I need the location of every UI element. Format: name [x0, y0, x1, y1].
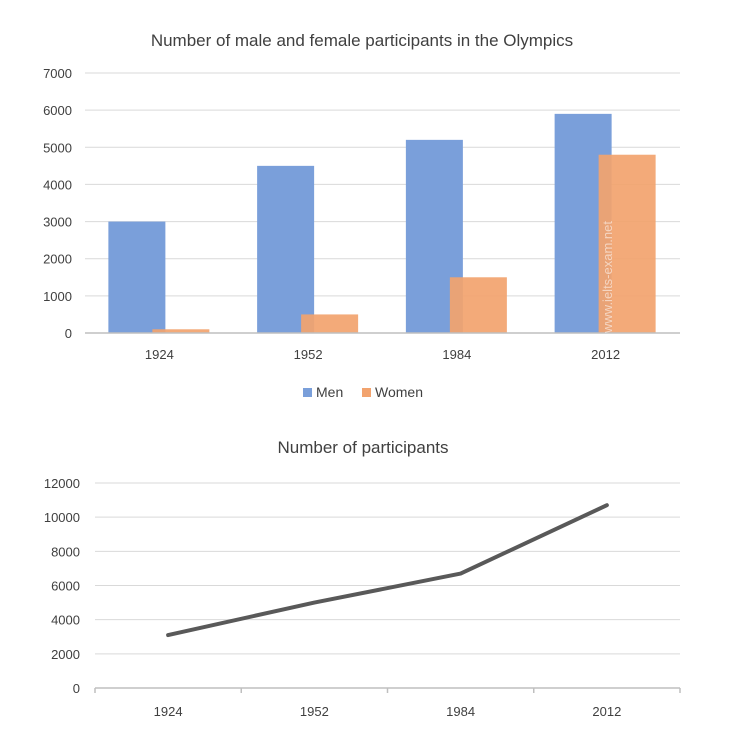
line-y-tick-label: 2000 — [51, 647, 80, 662]
bar-women-1952 — [301, 314, 359, 333]
bar-chart-x-axis: 1924 1952 1984 2012 — [85, 332, 680, 362]
line-chart-title: Number of participants — [277, 438, 448, 457]
bar-x-tick-label: 1924 — [145, 347, 174, 362]
line-y-tick-label: 8000 — [51, 544, 80, 559]
bar-x-tick-label: 2012 — [591, 347, 620, 362]
bar-chart-title: Number of male and female participants i… — [151, 31, 573, 50]
line-x-tick-label: 2012 — [592, 704, 621, 719]
line-y-tick-label: 6000 — [51, 579, 80, 594]
bar-men-1952 — [257, 165, 315, 333]
bar-women-1924 — [152, 329, 210, 333]
bar-x-tick-label: 1952 — [294, 347, 323, 362]
bar-chart: Number of male and female participants i… — [43, 31, 680, 400]
legend-label-men: Men — [316, 384, 343, 400]
bar-x-tick-label: 1984 — [442, 347, 471, 362]
bar-y-tick-label: 4000 — [43, 177, 72, 192]
line-x-tick-label: 1952 — [300, 704, 329, 719]
bar-y-tick-label: 0 — [65, 326, 72, 341]
legend-swatch-women — [362, 388, 371, 397]
line-x-tick-label: 1984 — [446, 704, 475, 719]
bar-chart-gridlines — [85, 72, 680, 297]
line-chart-x-axis: 1924 1952 1984 2012 — [94, 687, 681, 719]
line-chart-gridlines — [95, 482, 680, 655]
watermark: www.ielts-exam.net — [600, 221, 615, 334]
bar-women-1984 — [449, 277, 507, 333]
bar-men-1924 — [108, 221, 166, 333]
line-chart-series — [166, 503, 609, 638]
bar-y-tick-label: 6000 — [43, 103, 72, 118]
line-x-tick-label: 1924 — [154, 704, 183, 719]
legend-label-women: Women — [375, 384, 423, 400]
bar-y-tick-label: 3000 — [43, 215, 72, 230]
legend-swatch-men — [303, 388, 312, 397]
bar-y-tick-label: 7000 — [43, 66, 72, 81]
line-y-tick-label: 4000 — [51, 613, 80, 628]
bar-y-tick-label: 2000 — [43, 252, 72, 267]
line-y-tick-label: 10000 — [44, 510, 80, 525]
bar-women-2012 — [598, 154, 656, 333]
bar-y-tick-label: 1000 — [43, 289, 72, 304]
line-chart: Number of participants 0 2000 4000 6000 8000… — [44, 438, 681, 719]
bar-y-tick-label: 5000 — [43, 140, 72, 155]
bar-chart-bars — [108, 113, 656, 333]
bar-chart-legend: Men Women — [303, 384, 423, 400]
bar-chart-y-axis: 0 1000 2000 3000 4000 5000 6000 7000 — [43, 66, 72, 341]
participants-line — [166, 503, 609, 638]
line-y-tick-label: 12000 — [44, 476, 80, 491]
line-y-tick-label: 0 — [73, 681, 80, 696]
line-chart-y-axis: 0 2000 4000 6000 8000 10000 12000 — [44, 476, 80, 696]
